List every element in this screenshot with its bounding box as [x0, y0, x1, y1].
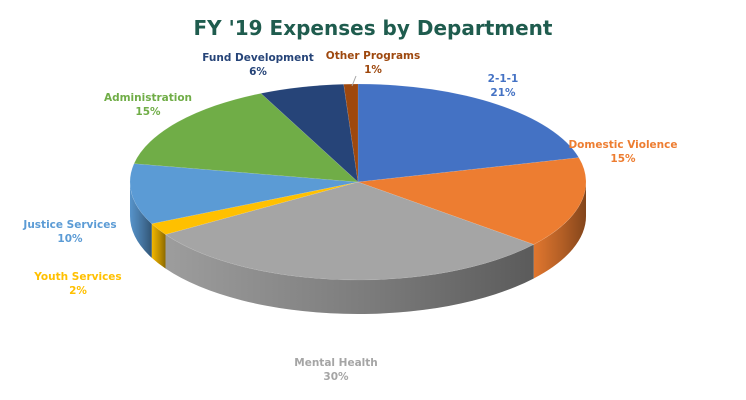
leader-line-other-programs [351, 75, 357, 87]
pie-slice-domestic-violence [357, 157, 587, 245]
slice-value-other-programs: 1% [364, 64, 382, 76]
slice-label-justice-services: Justice Services [22, 219, 116, 231]
pie-side-justice-services [130, 182, 152, 258]
pie-side-mental-health [165, 234, 534, 315]
slice-value-domestic-violence: 15% [610, 153, 636, 165]
slice-label-administration: Administration [104, 92, 192, 104]
slice-value-administration: 15% [135, 106, 161, 118]
slice-value-youth-services: 2% [69, 285, 87, 297]
slice-value-2-1-1: 21% [490, 87, 516, 99]
slice-label-other-programs: Other Programs [326, 50, 420, 62]
slice-label-mental-health: Mental Health [294, 357, 378, 369]
pie-slice-2-1-1 [357, 83, 580, 183]
slice-value-mental-health: 30% [323, 371, 349, 383]
chart-title: FY '19 Expenses by Department [193, 16, 553, 40]
slice-value-justice-services: 10% [57, 233, 83, 245]
slice-label-fund-development: Fund Development [202, 52, 313, 64]
pie-side-youth-services [151, 223, 166, 269]
pie-slice-justice-services [129, 163, 359, 225]
slice-value-fund-development: 6% [249, 66, 267, 78]
pie-slice-fund-development [260, 83, 359, 183]
slice-label-youth-services: Youth Services [33, 271, 121, 283]
pie-side-domestic-violence [533, 182, 586, 279]
pie-slice-mental-health [164, 181, 535, 281]
pie-slice-administration [133, 93, 359, 183]
pie-slice-youth-services [151, 181, 359, 235]
slice-label-domestic-violence: Domestic Violence [568, 139, 677, 151]
slice-label-2-1-1: 2-1-1 [488, 73, 519, 85]
pie-slice-other-programs [343, 83, 359, 183]
